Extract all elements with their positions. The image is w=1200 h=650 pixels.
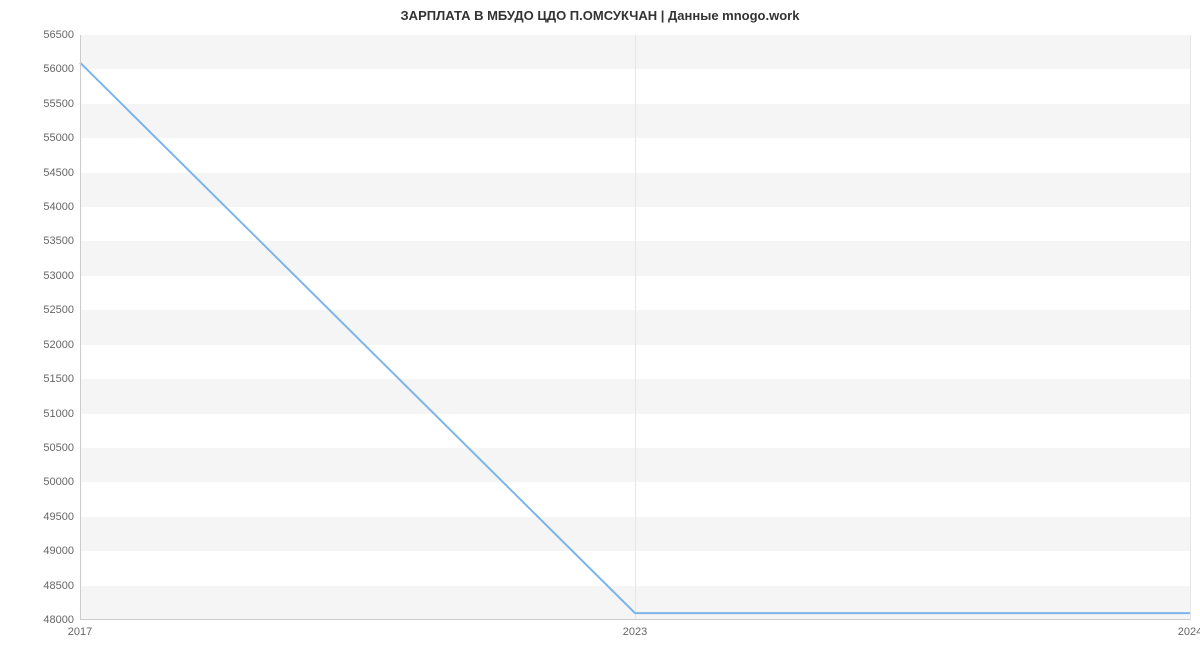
y-tick-label: 54000 — [43, 201, 74, 213]
y-tick-label: 51000 — [43, 408, 74, 420]
y-tick-label: 48000 — [43, 614, 74, 626]
y-tick-label: 53000 — [43, 270, 74, 282]
y-axis-line — [80, 35, 81, 620]
y-tick-label: 50500 — [43, 442, 74, 454]
salary-line-chart: ЗАРПЛАТА В МБУДО ЦДО П.ОМСУКЧАН | Данные… — [0, 0, 1200, 650]
y-tick-label: 52000 — [43, 339, 74, 351]
line-series — [80, 35, 1190, 620]
x-tick-label: 2024 — [1178, 626, 1200, 638]
x-axis-line — [80, 619, 1190, 620]
y-tick-label: 49000 — [43, 545, 74, 557]
plot-area: 4800048500490004950050000505005100051500… — [80, 35, 1190, 620]
y-tick-label: 51500 — [43, 373, 74, 385]
y-tick-label: 54500 — [43, 167, 74, 179]
y-tick-label: 48500 — [43, 580, 74, 592]
y-tick-label: 56500 — [43, 29, 74, 41]
y-tick-label: 53500 — [43, 235, 74, 247]
y-tick-label: 50000 — [43, 476, 74, 488]
x-tick-label: 2017 — [68, 626, 92, 638]
x-gridline — [1190, 35, 1191, 620]
y-tick-label: 49500 — [43, 511, 74, 523]
series-salary — [80, 63, 1190, 614]
chart-title: ЗАРПЛАТА В МБУДО ЦДО П.ОМСУКЧАН | Данные… — [0, 8, 1200, 23]
x-tick-label: 2023 — [623, 626, 647, 638]
y-tick-label: 55000 — [43, 132, 74, 144]
y-tick-label: 55500 — [43, 98, 74, 110]
y-tick-label: 52500 — [43, 304, 74, 316]
y-tick-label: 56000 — [43, 63, 74, 75]
